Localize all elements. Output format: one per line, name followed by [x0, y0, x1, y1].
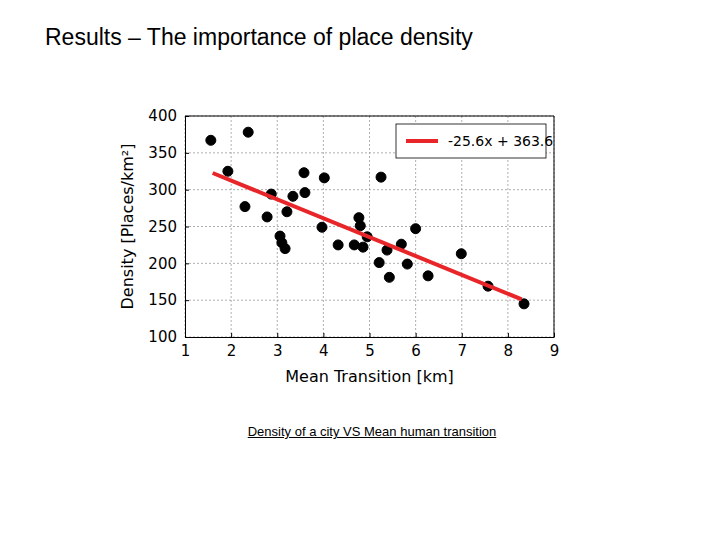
x-axis-title: Mean Transition [km] [285, 367, 453, 386]
tick: 200 [148, 255, 189, 273]
tick-label: 150 [148, 291, 177, 309]
point [358, 242, 368, 252]
legend-label: -25.6x + 363.6 [448, 133, 553, 149]
tick-label: 2 [227, 342, 237, 360]
tick: 5 [365, 333, 375, 360]
point [333, 240, 343, 250]
tick: 6 [411, 333, 421, 360]
legend-swatch [406, 139, 438, 143]
tick: 250 [148, 218, 189, 236]
tick-mark [185, 153, 189, 154]
point [355, 221, 365, 231]
point [299, 168, 309, 178]
point [223, 166, 233, 176]
tick-mark [185, 263, 189, 264]
point [282, 207, 292, 217]
tick: 350 [148, 144, 189, 162]
point [288, 191, 298, 201]
tick-mark [370, 333, 371, 337]
tick-label: 400 [148, 107, 177, 125]
y-axis: 100 150 200 250 300 350 400 [148, 107, 189, 346]
y-axis-title: Density [Places/km²] [118, 144, 137, 310]
tick: 2 [227, 333, 237, 360]
point [243, 127, 253, 137]
tick-label: 8 [504, 342, 514, 360]
point [300, 188, 310, 198]
tick-mark [185, 300, 189, 301]
tick: 8 [504, 333, 514, 360]
tick-label: 3 [273, 342, 283, 360]
axis-line [186, 337, 555, 338]
tick-label: 350 [148, 144, 177, 162]
point [376, 172, 386, 182]
tick-mark [508, 333, 509, 337]
x-axis: 1 2 3 4 5 6 7 8 9 [181, 333, 560, 360]
caption: Density of a city VS Mean human transiti… [0, 424, 720, 439]
chart: 1 2 3 4 5 6 7 8 9 100 150 200 250 300 350 400 Mean Trans… [0, 0, 720, 540]
tick-label: 100 [148, 328, 177, 346]
tick-label: 4 [319, 342, 329, 360]
tick-label: 250 [148, 218, 177, 236]
tick-mark [185, 337, 189, 338]
point [402, 259, 412, 269]
legend: -25.6x + 363.6 [396, 124, 553, 158]
point [423, 271, 433, 281]
tick: 300 [148, 181, 189, 199]
tick-label: 7 [457, 342, 467, 360]
point [319, 173, 329, 183]
tick: 7 [457, 333, 467, 360]
frame [554, 116, 555, 337]
tick-mark [416, 333, 417, 337]
grid-line [185, 263, 554, 264]
tick: 100 [148, 328, 189, 346]
point [280, 244, 290, 254]
tick: 3 [273, 333, 283, 360]
tick-label: 6 [411, 342, 421, 360]
grid-line [185, 300, 554, 301]
tick-mark [185, 227, 189, 228]
tick-mark [231, 333, 232, 337]
tick-label: 200 [148, 255, 177, 273]
fit-line [213, 173, 522, 299]
tick-label: 5 [365, 342, 375, 360]
point [240, 202, 250, 212]
point [411, 224, 421, 234]
point [456, 249, 466, 259]
slide-title: Results – The importance of place densit… [45, 24, 473, 51]
tick-mark [462, 333, 463, 337]
grid-line [185, 226, 554, 227]
tick-mark [277, 333, 278, 337]
point [317, 222, 327, 232]
grid [185, 116, 554, 337]
tick: 4 [319, 333, 329, 360]
tick-label: 9 [550, 342, 560, 360]
tick-mark [323, 333, 324, 337]
grid-line [185, 116, 554, 117]
tick-label: 300 [148, 181, 177, 199]
point [384, 272, 394, 282]
point [262, 212, 272, 222]
point [206, 135, 216, 145]
grid-line [185, 189, 554, 190]
grid-line [554, 116, 555, 337]
frame [185, 116, 554, 117]
tick: 400 [148, 107, 189, 125]
tick: 150 [148, 291, 189, 309]
tick-mark [185, 190, 189, 191]
tick-label: 1 [181, 342, 191, 360]
point [374, 258, 384, 268]
